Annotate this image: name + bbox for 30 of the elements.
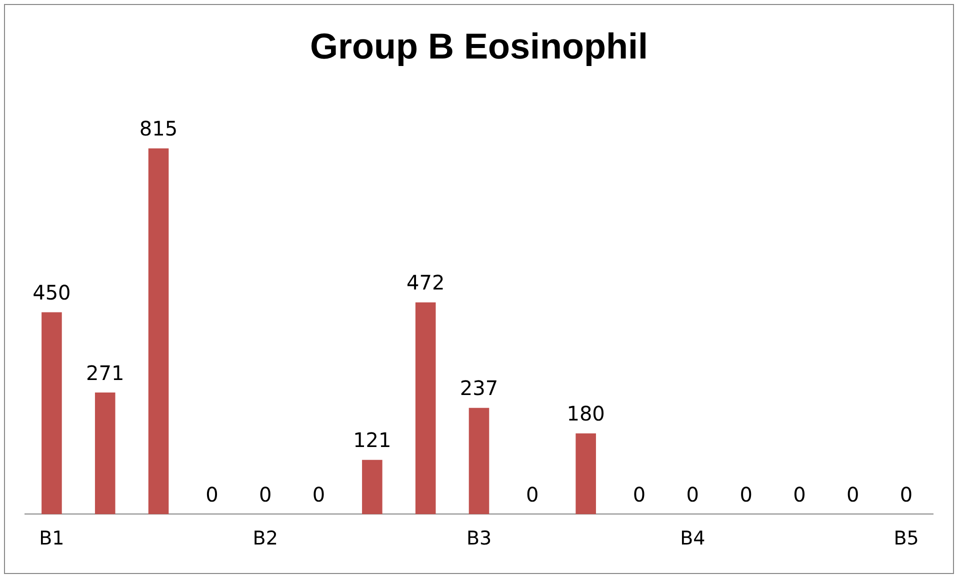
x-tick-label: B3	[466, 528, 492, 550]
x-tick-label: B1	[39, 528, 64, 550]
chart-title: Group B Eosinophil	[310, 26, 648, 67]
data-label: 0	[846, 482, 860, 506]
bar	[415, 302, 436, 514]
x-tick-label: B2	[252, 528, 278, 550]
x-tick-label: B4	[680, 528, 706, 550]
bar	[148, 148, 169, 514]
data-label: 180	[566, 402, 605, 426]
data-label: 472	[406, 270, 445, 295]
data-label: 121	[353, 428, 392, 452]
data-label: 450	[32, 280, 71, 304]
data-label: 237	[460, 376, 498, 400]
data-label: 0	[526, 482, 539, 506]
data-label: 0	[632, 482, 646, 506]
bar	[576, 433, 596, 514]
bar	[94, 392, 116, 514]
bar	[468, 408, 490, 514]
data-label: 0	[312, 482, 326, 506]
data-label: 0	[900, 482, 913, 506]
data-label: 0	[206, 482, 218, 506]
bar	[362, 460, 382, 514]
data-label: 0	[793, 482, 806, 506]
data-label: 271	[86, 360, 124, 385]
data-label: 0	[740, 482, 752, 506]
data-label: 0	[686, 482, 700, 506]
bar	[42, 312, 62, 514]
x-tick-label: B5	[894, 528, 919, 550]
data-label: 0	[258, 482, 272, 506]
data-label: 815	[139, 116, 178, 141]
